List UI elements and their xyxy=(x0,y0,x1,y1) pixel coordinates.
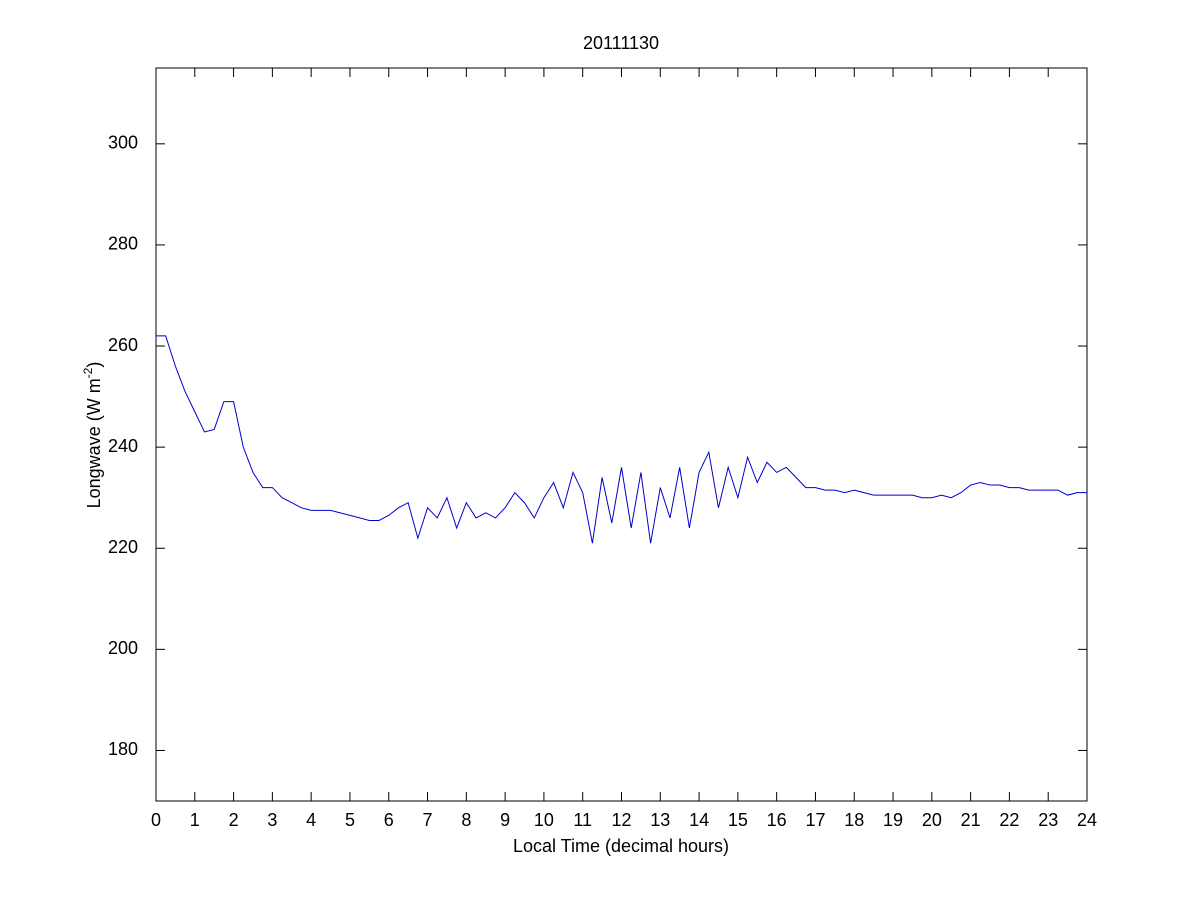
x-tick-label: 20 xyxy=(922,810,942,830)
y-tick-label: 260 xyxy=(108,335,138,355)
y-tick-label: 240 xyxy=(108,436,138,456)
y-tick-label: 280 xyxy=(108,234,138,254)
x-tick-label: 7 xyxy=(423,810,433,830)
x-tick-label: 2 xyxy=(229,810,239,830)
x-axis-label: Local Time (decimal hours) xyxy=(513,836,729,856)
x-tick-label: 0 xyxy=(151,810,161,830)
x-tick-label: 11 xyxy=(573,810,592,830)
x-tick-label: 19 xyxy=(883,810,903,830)
y-axis-label: Longwave (W m-2) xyxy=(81,362,104,509)
x-tick-label: 13 xyxy=(650,810,670,830)
y-tick-label: 220 xyxy=(108,537,138,557)
y-label-text: Longwave (W m xyxy=(84,378,104,508)
x-tick-label: 8 xyxy=(461,810,471,830)
x-tick-label: 5 xyxy=(345,810,355,830)
x-tick-label: 18 xyxy=(844,810,864,830)
x-tick-label: 14 xyxy=(689,810,709,830)
y-label-tail: ) xyxy=(84,362,104,368)
x-tick-label: 15 xyxy=(728,810,748,830)
x-tick-label: 21 xyxy=(961,810,981,830)
y-label-sup: -2 xyxy=(81,367,95,378)
y-tick-label: 180 xyxy=(108,739,138,759)
data-line xyxy=(156,335,1087,544)
x-tick-label: 10 xyxy=(534,810,554,830)
x-tick-label: 17 xyxy=(805,810,825,830)
x-tick-label: 1 xyxy=(190,810,200,830)
x-tick-label: 6 xyxy=(384,810,394,830)
x-tick-label: 24 xyxy=(1077,810,1097,830)
x-tick-label: 16 xyxy=(767,810,787,830)
y-tick-label: 200 xyxy=(108,638,138,658)
x-tick-label: 9 xyxy=(500,810,510,830)
x-tick-label: 12 xyxy=(611,810,631,830)
y-tick-label: 300 xyxy=(108,133,138,153)
chart-title: 20111130 xyxy=(583,33,659,53)
x-tick-label: 4 xyxy=(306,810,316,830)
x-tick-label: 22 xyxy=(999,810,1019,830)
x-tick-label: 3 xyxy=(267,810,277,830)
x-tick-label: 23 xyxy=(1038,810,1058,830)
